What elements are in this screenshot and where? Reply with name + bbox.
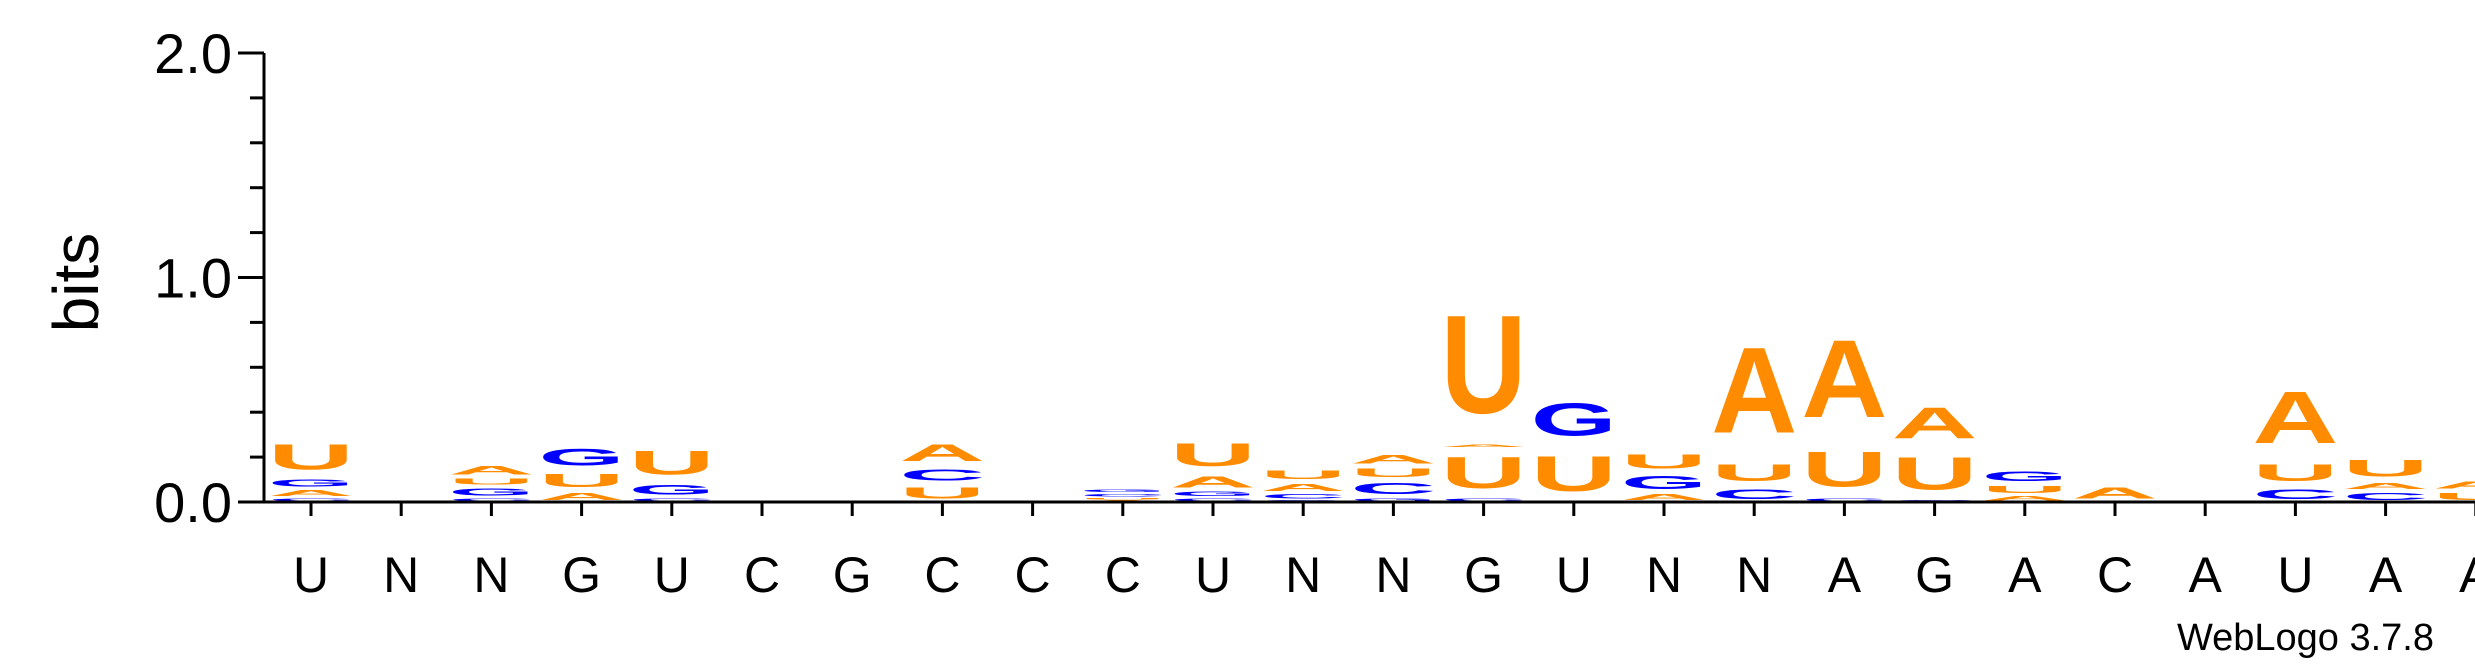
- logo-letter-U: U: [268, 437, 354, 478]
- logo-letter-C: C: [1080, 493, 1166, 497]
- x-tick-label: A: [1828, 547, 1862, 603]
- x-tick-label: C: [744, 547, 780, 603]
- y-tick-label: 2.0: [154, 22, 232, 85]
- logo-letter-U: U: [448, 477, 534, 486]
- x-tick-label: U: [1556, 547, 1592, 603]
- x-tick-label: U: [293, 547, 329, 603]
- x-tick-label: N: [1646, 547, 1682, 603]
- logo-letter-A: A: [1441, 444, 1527, 448]
- logo-letter-C: C: [1711, 486, 1797, 502]
- logo-letter-U: U: [629, 444, 715, 482]
- logo-letter-A: A: [2252, 376, 2338, 459]
- x-tick-label: A: [2459, 547, 2475, 603]
- logo-letter-C: C: [1801, 498, 1887, 502]
- letter-stacks: CAGUCGUAAUGCGUUCAAUCGCGAUGCAUGCUACUAUUGA…: [268, 286, 2475, 503]
- logo-letter-C: C: [899, 466, 985, 484]
- logo-letter-C: C: [629, 498, 715, 502]
- logo-letter-A: A: [268, 489, 354, 498]
- x-tick-label: N: [1736, 547, 1772, 603]
- logo-letter-A: A: [1801, 318, 1887, 441]
- y-axis: 0.0 1.0 2.0: [154, 22, 266, 534]
- logo-letter-U: U: [1711, 459, 1797, 486]
- x-tick-label: U: [2277, 547, 2313, 603]
- logo-letter-A: A: [2343, 482, 2429, 491]
- logo-letter-A: A: [1892, 399, 1978, 448]
- logo-letter-A: A: [1982, 495, 2068, 502]
- logo-letter-A: A: [2433, 480, 2475, 491]
- logo-letter-C: C: [448, 498, 534, 502]
- logo-letter-A: A: [1170, 473, 1256, 491]
- logo-letter-U: U: [1621, 451, 1707, 473]
- logo-letter-G: G: [1621, 473, 1707, 493]
- logo-letter-A: A: [1260, 482, 1346, 493]
- logo-letter-C: C: [1260, 493, 1346, 500]
- logo-letter-A: A: [448, 464, 534, 478]
- logo-letter-A: A: [1621, 493, 1707, 502]
- logo-letter-C: C: [1170, 498, 1256, 502]
- x-tick-label: G: [562, 547, 601, 603]
- x-tick-label: A: [2189, 547, 2223, 603]
- x-tick-label: A: [2369, 547, 2403, 603]
- x-tick-label: N: [1285, 547, 1321, 603]
- logo-letter-U: U: [2343, 455, 2429, 482]
- logo-letter-U: U: [1170, 437, 1256, 473]
- logo-letter-G: G: [1982, 468, 2068, 484]
- logo-letter-A: A: [2072, 484, 2158, 502]
- y-axis-label: bits: [40, 233, 112, 333]
- logo-letter-A: A: [899, 439, 985, 466]
- x-tick-label: G: [1464, 547, 1503, 603]
- logo-letter-U: U: [1892, 448, 1978, 500]
- logo-letter-U: U: [1531, 446, 1617, 502]
- logo-letter-U: U: [1350, 466, 1436, 480]
- logo-letter-U: U: [1441, 449, 1527, 498]
- logo-letter-U: U: [1441, 286, 1527, 443]
- x-tick-label: G: [1915, 547, 1954, 603]
- logo-letter-A: A: [1711, 322, 1797, 459]
- x-tick-label: N: [383, 547, 419, 603]
- x-tick-label: G: [833, 547, 872, 603]
- x-axis: UNNGUCGCCCUNNGUNNAGACAUAA: [264, 500, 2475, 603]
- logo-letter-U: U: [2433, 491, 2475, 502]
- y-tick-label: 1.0: [154, 247, 232, 310]
- x-tick-label: C: [1105, 547, 1141, 603]
- logo-letter-A: A: [539, 491, 625, 502]
- logo-letter-G: G: [539, 444, 625, 471]
- logo-letter-U: U: [899, 484, 985, 502]
- logo-letter-U: U: [1982, 484, 2068, 495]
- logo-letter-G: G: [268, 477, 354, 488]
- logo-letter-U: U: [1260, 468, 1346, 482]
- logo-letter-G: G: [448, 486, 534, 497]
- logo-letter-C: C: [2252, 486, 2338, 502]
- logo-letter-U: U: [1801, 442, 1887, 498]
- logo-letter-C: C: [1441, 498, 1527, 502]
- logo-letter-U: U: [539, 471, 625, 491]
- x-tick-label: C: [924, 547, 960, 603]
- logo-letter-C: C: [1350, 480, 1436, 498]
- logo-letter-G: G: [1080, 488, 1166, 493]
- logo-letter-U: U: [2252, 459, 2338, 486]
- x-tick-label: N: [1375, 547, 1411, 603]
- logo-letter-C: C: [2343, 491, 2429, 502]
- logo-letter-C: C: [268, 498, 354, 502]
- x-tick-label: A: [2008, 547, 2042, 603]
- logo-letter-U: U: [1080, 498, 1166, 500]
- logo-letter-A: A: [1350, 452, 1436, 466]
- x-tick-label: U: [654, 547, 690, 603]
- x-tick-label: U: [1195, 547, 1231, 603]
- y-tick-label: 0.0: [154, 471, 232, 534]
- logo-letter-G: G: [629, 482, 715, 498]
- weblogo-credit: WebLogo 3.7.8: [2177, 617, 2434, 659]
- logo-letter-G: G: [1170, 491, 1256, 498]
- x-tick-label: C: [2097, 547, 2133, 603]
- logo-letter-G: G: [1531, 394, 1617, 446]
- logo-letter-G: G: [1350, 497, 1436, 502]
- x-tick-label: C: [1015, 547, 1051, 603]
- x-tick-label: N: [473, 547, 509, 603]
